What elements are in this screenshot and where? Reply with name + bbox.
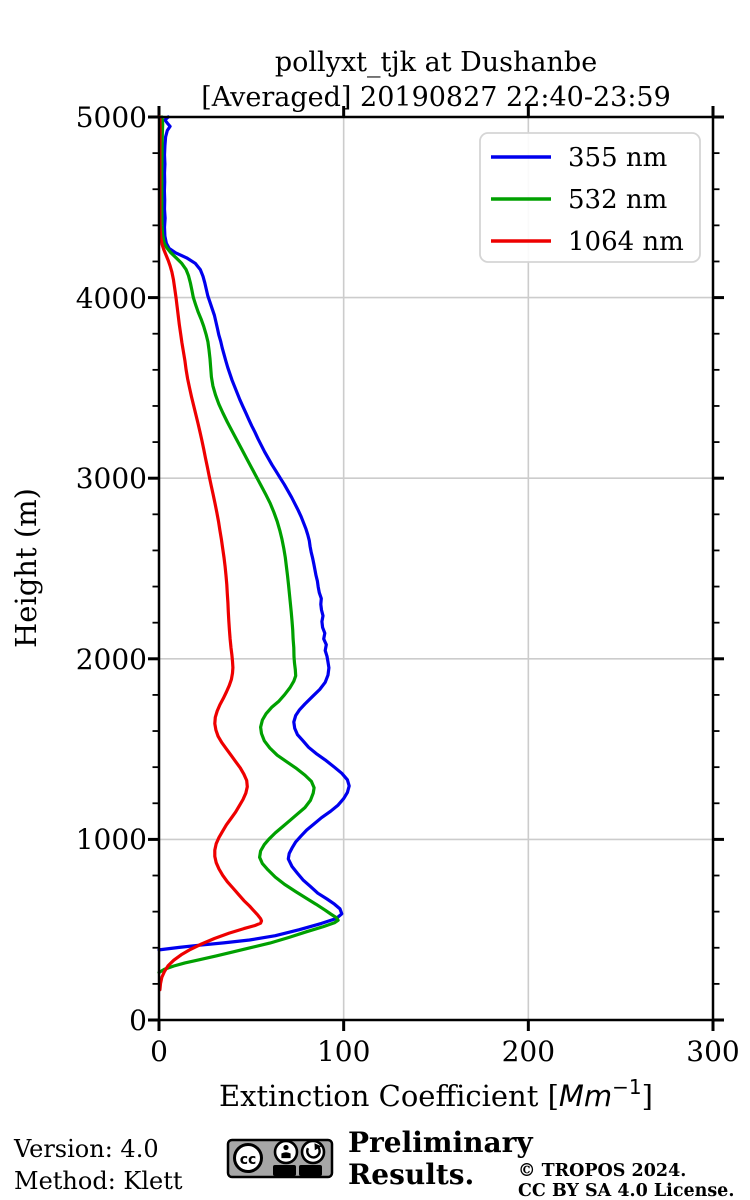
y-tick-label: 4000	[76, 282, 147, 315]
profile-curve-532nm	[157, 115, 340, 975]
cc-by-sa-badge: cc BY SA	[226, 1138, 334, 1179]
y-tick-label: 5000	[76, 101, 147, 134]
x-tick-label: 100	[317, 1035, 370, 1068]
x-axis-label-exponent: −1	[612, 1075, 641, 1099]
by-pill-text: BY	[278, 1166, 292, 1177]
curve-layer	[157, 115, 351, 992]
by-person-body	[281, 1152, 291, 1159]
by-person-head	[283, 1144, 289, 1151]
version-label: Version: 4.0	[13, 1135, 159, 1163]
sa-pill	[299, 1165, 322, 1176]
x-axis-label-prefix: Extinction Coefficient [	[219, 1079, 559, 1113]
y-tick-label: 2000	[76, 643, 147, 676]
by-pill	[273, 1165, 296, 1176]
x-tick-labels: 0 100 200 300	[150, 1035, 740, 1068]
sa-arrow-arc	[306, 1145, 321, 1159]
footer: Version: 4.0 Method: Klett cc BY SA Prel…	[13, 1126, 734, 1200]
sa-arrow-head	[314, 1143, 322, 1151]
sa-pill-text: SA	[303, 1166, 318, 1177]
x-axis-label: Extinction Coefficient [Mm−1]	[219, 1075, 653, 1113]
copyright-line1: © TROPOS 2024.	[518, 1161, 686, 1181]
preliminary-results-line1: Preliminary	[348, 1126, 533, 1159]
x-tick-label: 0	[150, 1035, 168, 1068]
legend: 355 nm 532 nm 1064 nm	[479, 132, 701, 263]
y-tick-label: 3000	[76, 462, 147, 495]
copyright-line2: CC BY SA 4.0 License.	[518, 1181, 734, 1200]
profile-curve-1064nm	[158, 115, 264, 992]
y-tick-label: 1000	[76, 823, 147, 856]
y-tick-label: 0	[129, 1004, 147, 1037]
method-label: Method: Klett	[14, 1167, 183, 1195]
x-axis-label-unit: Mm	[559, 1079, 612, 1113]
legend-box	[479, 132, 701, 263]
profile-curve-355nm	[157, 115, 351, 952]
x-tick-label: 300	[686, 1035, 739, 1068]
grid-layer	[159, 117, 713, 1020]
x-axis-label-suffix: ]	[642, 1079, 653, 1113]
legend-label-1064nm: 1064 nm	[568, 227, 684, 257]
by-person-icon	[273, 1139, 299, 1165]
cc-icon	[233, 1143, 263, 1173]
y-axis-label: Height (m)	[9, 488, 43, 648]
cc-icon-text: cc	[240, 1152, 257, 1168]
chart-title-line1: pollyxt_tjk at Dushanbe	[275, 47, 597, 78]
x-tick-label: 200	[502, 1035, 555, 1068]
plot-frame	[157, 115, 715, 1022]
legend-label-355nm: 355 nm	[568, 143, 667, 173]
preliminary-results-line2: Results.	[348, 1158, 474, 1191]
chart-title-line2: [Averaged] 20190827 22:40-23:59	[201, 82, 671, 113]
y-tick-labels: 0 1000 2000 3000 4000 5000	[76, 101, 147, 1037]
legend-label-532nm: 532 nm	[568, 185, 667, 215]
